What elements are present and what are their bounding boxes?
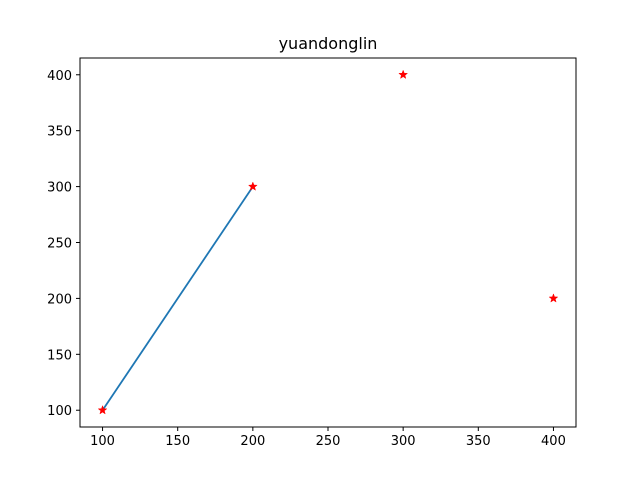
x-tick-label: 250 — [316, 434, 341, 449]
y-tick-label: 350 — [47, 125, 72, 140]
x-tick-label: 350 — [466, 434, 491, 449]
y-tick-label: 100 — [47, 404, 72, 419]
star-marker-point — [548, 293, 559, 303]
star-marker-point — [247, 181, 258, 191]
x-tick-label: 200 — [240, 434, 265, 449]
plot-area: 100 150 200 250 300 350 400 100 150 200 250 300 350 4… — [47, 57, 577, 449]
y-tick-label: 150 — [47, 348, 72, 363]
y-tick-label: 250 — [47, 237, 72, 252]
chart-title: yuandonglin — [279, 34, 378, 53]
x-tick-label: 400 — [541, 434, 566, 449]
y-tick-label: 200 — [47, 292, 72, 307]
series-line — [101, 186, 254, 411]
x-tick-label: 150 — [165, 434, 190, 449]
star-marker-point — [97, 405, 108, 415]
y-tick-label: 400 — [47, 69, 72, 84]
star-marker-point — [398, 69, 409, 79]
x-tick-label: 300 — [391, 434, 416, 449]
x-tick-label: 100 — [90, 434, 115, 449]
y-tick-label: 300 — [47, 181, 72, 196]
